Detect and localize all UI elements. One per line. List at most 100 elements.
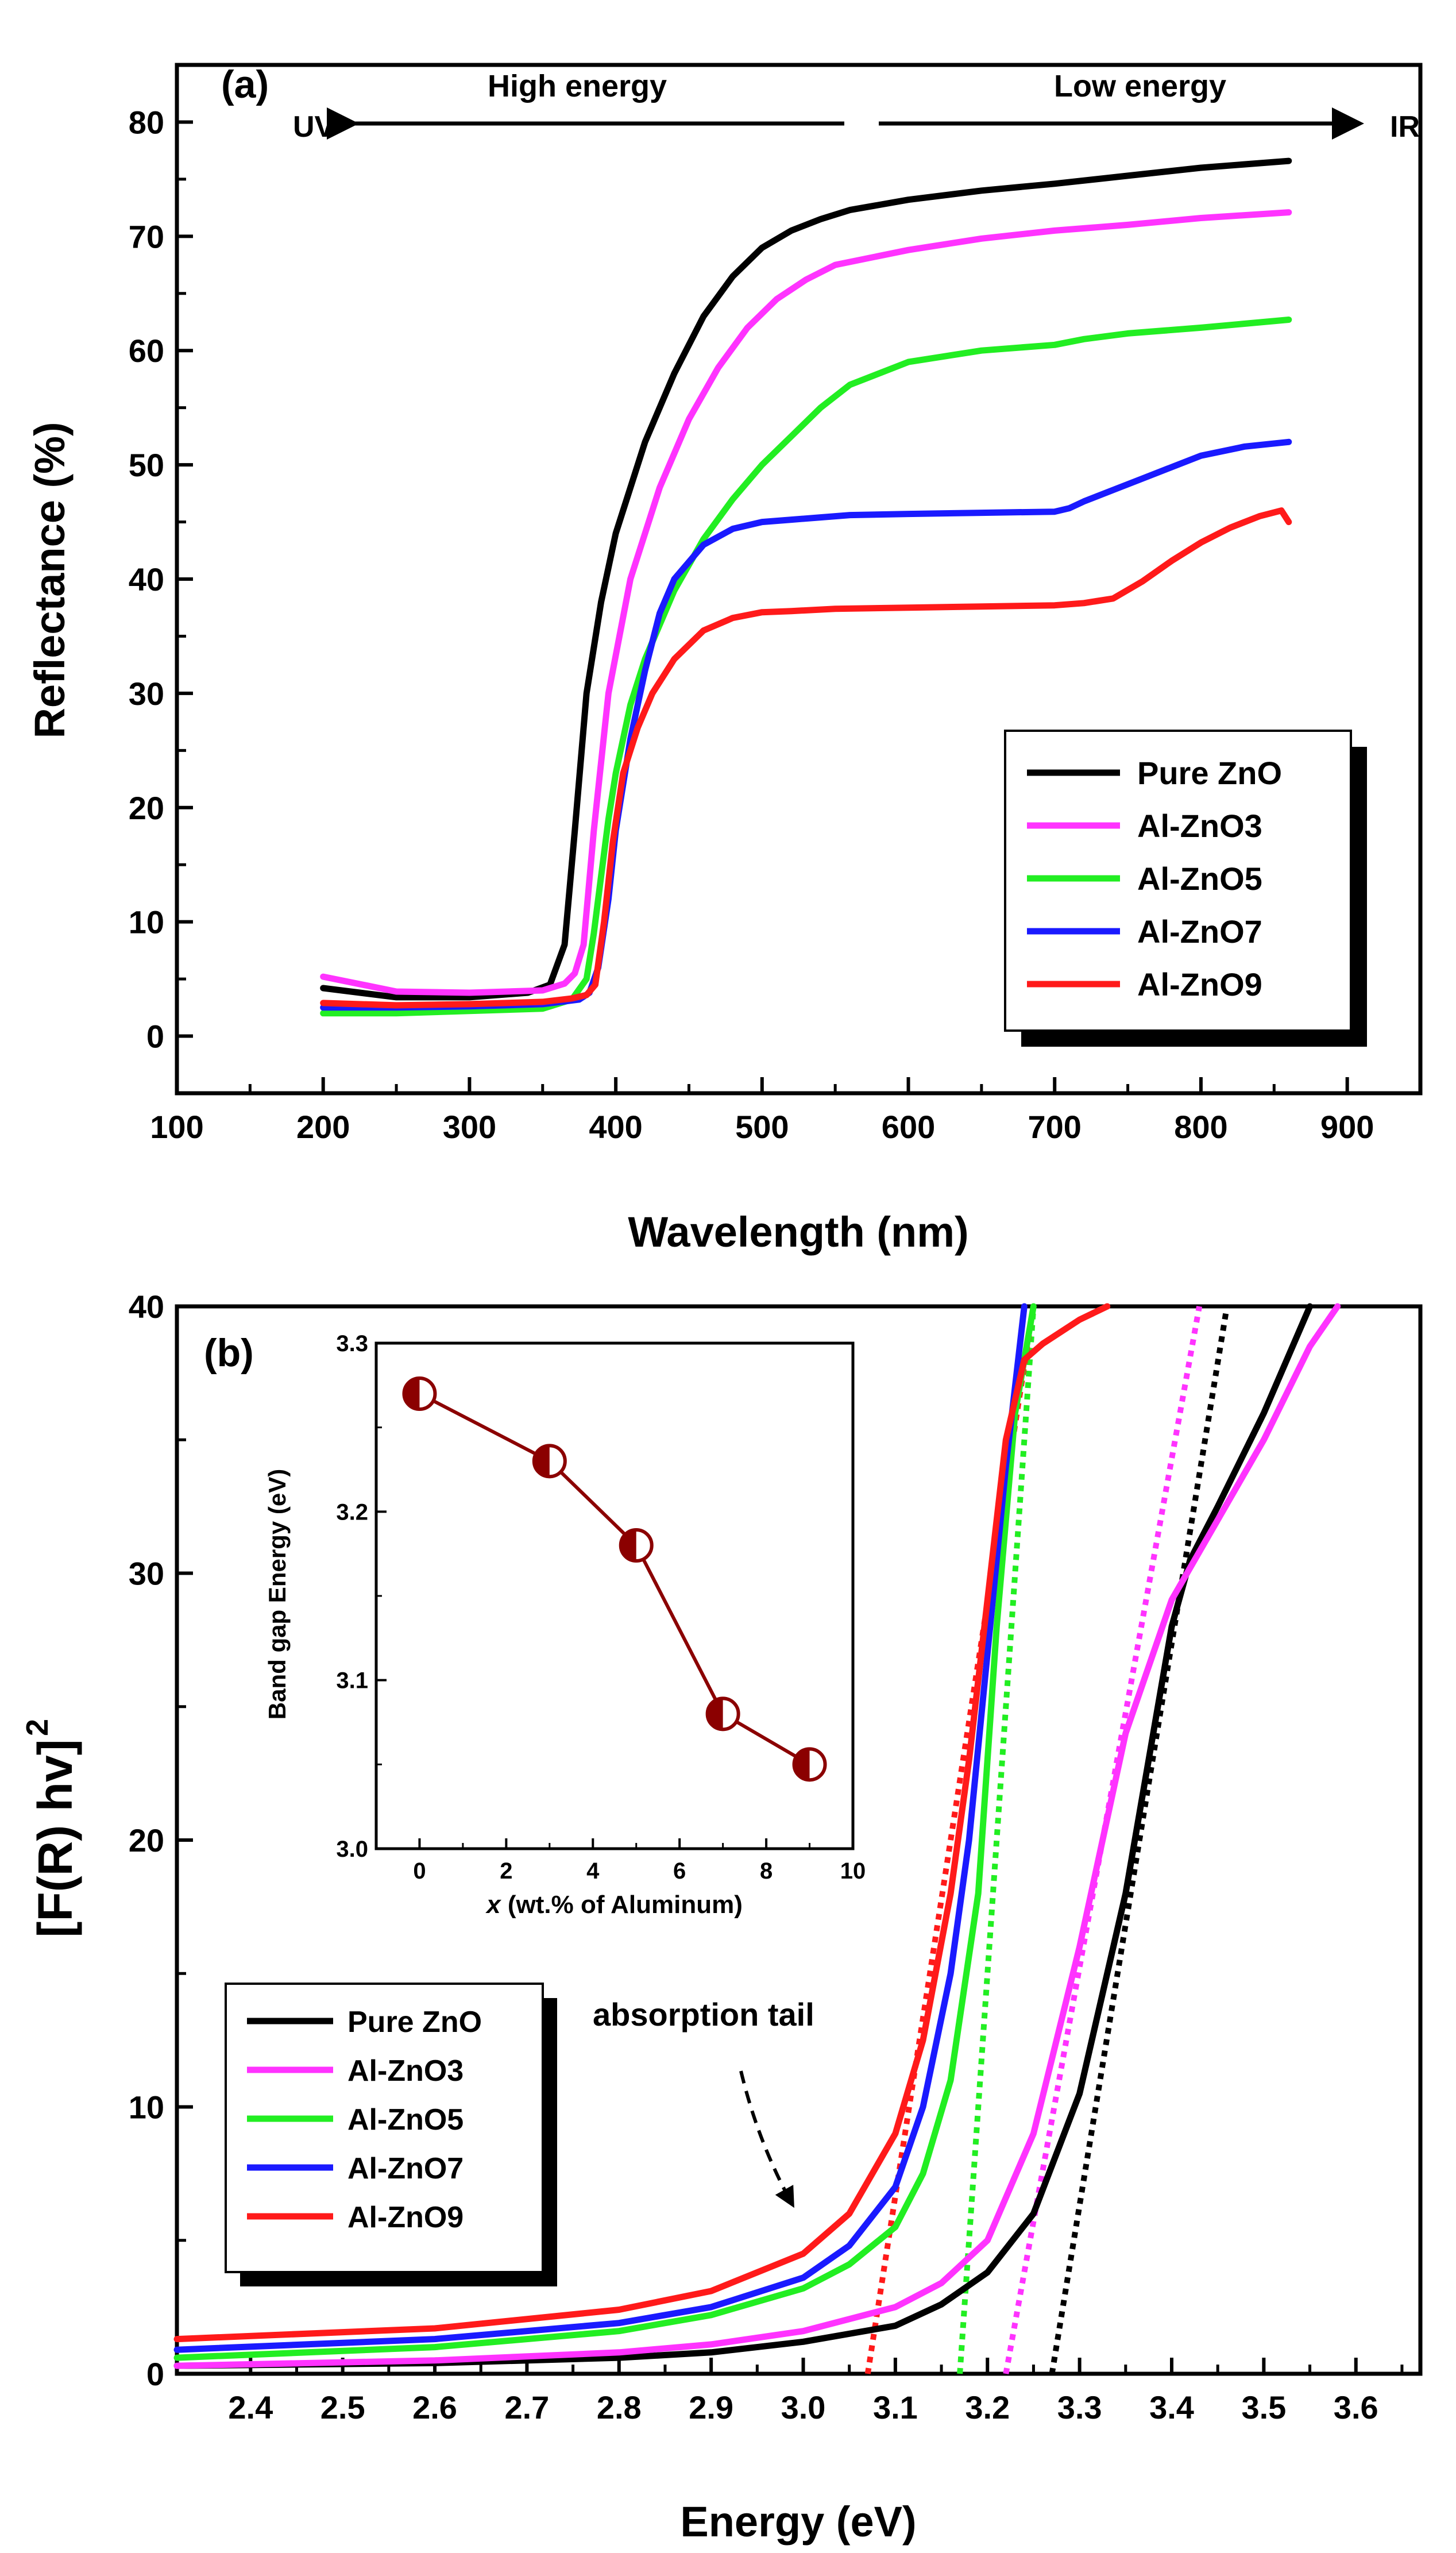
b-ytick-label: 20 xyxy=(129,1822,164,1858)
b-xtick-label: 2.5 xyxy=(320,2389,365,2425)
band-gap-inset: 3.0 3.1 3.2 3.3 0 2 4 6 8 10 Band gap Energy (eV… xyxy=(264,1331,866,1919)
inset-xtick-label: 4 xyxy=(586,1858,600,1884)
legend-label-al-zno5: Al-ZnO5 xyxy=(1137,861,1262,897)
band-gap-point-fill xyxy=(794,1749,810,1780)
inset-xtick-label: 8 xyxy=(760,1858,773,1884)
series-b-al-zno3 xyxy=(173,1303,1341,2369)
band-gap-point xyxy=(532,1444,567,1479)
a-ytick-label: 20 xyxy=(129,790,164,826)
legend-label-al-zno9: Al-ZnO9 xyxy=(1137,966,1262,1002)
tangent-pure-zno-fit xyxy=(1049,1306,1230,2374)
band-gap-point xyxy=(402,1376,437,1411)
b-xtick-label: 3.0 xyxy=(781,2389,826,2425)
a-xtick-label: 800 xyxy=(1174,1109,1227,1145)
panel-b-y-label-superscript: 2 xyxy=(20,1719,55,1736)
legend-label-pure-zno: Pure ZnO xyxy=(1137,755,1282,791)
panel-b-x-label: Energy (eV) xyxy=(680,2498,916,2546)
inset-series xyxy=(402,1376,827,1782)
inset-xtick-label: 2 xyxy=(500,1858,512,1884)
panel-b-legend: Pure ZnO Al-ZnO3 Al-ZnO5 Al-ZnO7 Al-ZnO9 xyxy=(225,1983,557,2286)
legend-b-label-al-zno9: Al-ZnO9 xyxy=(347,2201,464,2234)
band-gap-point-fill xyxy=(404,1378,420,1409)
band-gap-point xyxy=(619,1528,654,1563)
band-gap-point xyxy=(792,1747,827,1782)
b-ytick-label: 40 xyxy=(129,1289,164,1325)
b-xtick-label: 2.4 xyxy=(228,2389,273,2425)
series-al-zno9 xyxy=(320,507,1292,1009)
b-ytick-label: 10 xyxy=(129,2089,164,2126)
absorption-tail-label: absorption tail xyxy=(593,1996,814,2033)
series-al-zno3 xyxy=(320,209,1292,996)
b-xtick-label: 3.2 xyxy=(965,2389,1010,2425)
a-xtick-label: 400 xyxy=(589,1109,642,1145)
a-ytick-label: 0 xyxy=(146,1019,164,1055)
b-xtick-label: 3.5 xyxy=(1241,2389,1286,2425)
panel-a-x-axis: 100 200 300 400 500 600 700 800 900 xyxy=(150,1077,1374,1145)
ir-label: IR xyxy=(1390,110,1420,144)
band-gap-point-fill xyxy=(534,1445,550,1477)
uv-label: UV xyxy=(293,110,335,144)
a-ytick-label: 40 xyxy=(129,561,164,597)
panel-a-label: (a) xyxy=(221,63,269,106)
b-xtick-label: 3.6 xyxy=(1334,2389,1378,2425)
high-energy-label: High energy xyxy=(488,69,667,103)
series-b-al-zno5 xyxy=(173,1303,1037,2361)
a-ytick-label: 10 xyxy=(129,904,164,940)
inset-ytick-label: 3.0 xyxy=(336,1837,368,1862)
legend-label-al-zno3: Al-ZnO3 xyxy=(1137,808,1262,844)
inset-ytick-label: 3.1 xyxy=(336,1668,368,1694)
panel-a-legend: Pure ZnO Al-ZnO3 Al-ZnO5 Al-ZnO7 Al-ZnO9 xyxy=(1004,730,1367,1047)
inset-x-label-rest: (wt.% of Aluminum) xyxy=(501,1891,743,1919)
a-xtick-label: 100 xyxy=(150,1109,203,1145)
panel-a-y-axis: 0 10 20 30 40 50 60 70 80 xyxy=(129,104,193,1055)
a-ytick-label: 30 xyxy=(129,676,164,712)
panel-b-x-axis: 2.4 2.5 2.6 2.7 2.8 2.9 3.0 3.1 3.2 3.3 3.4 3.5 3.6 xyxy=(228,2358,1404,2425)
legend-label-al-zno7: Al-ZnO7 xyxy=(1137,913,1262,950)
panel-b-series xyxy=(173,1303,1341,2374)
inset-x-label: x (wt.% of Aluminum) xyxy=(485,1891,743,1919)
inset-frame xyxy=(374,1341,855,1850)
legend-b-label-al-zno3: Al-ZnO3 xyxy=(347,2054,464,2088)
panel-a-x-label: Wavelength (nm) xyxy=(628,1208,968,1256)
band-gap-point xyxy=(705,1696,740,1731)
inset-xtick-label: 0 xyxy=(413,1858,426,1884)
panel-b-label: (b) xyxy=(204,1331,254,1375)
inset-ytick-label: 3.2 xyxy=(336,1499,368,1525)
inset-y-axis: 3.0 3.1 3.2 3.3 xyxy=(336,1331,387,1862)
a-xtick-label: 500 xyxy=(735,1109,789,1145)
absorption-tail-arrow xyxy=(739,2070,794,2208)
a-ytick-label: 70 xyxy=(129,218,164,254)
legend-b-box xyxy=(225,1983,544,2273)
low-energy-label: Low energy xyxy=(1054,69,1226,103)
panel-a-y-label: Reflectance (%) xyxy=(26,422,74,738)
a-xtick-label: 700 xyxy=(1028,1109,1082,1145)
b-xtick-label: 3.3 xyxy=(1057,2389,1102,2425)
series-b-pure-zno xyxy=(173,1303,1314,2369)
legend-b-label-al-zno5: Al-ZnO5 xyxy=(347,2103,464,2137)
a-xtick-label: 200 xyxy=(296,1109,350,1145)
b-xtick-label: 3.4 xyxy=(1149,2389,1194,2425)
a-ytick-label: 60 xyxy=(129,333,164,369)
legend-b-label-pure-zno: Pure ZnO xyxy=(347,2006,482,2039)
series-b-al-zno9 xyxy=(173,1303,1111,2343)
panel-b-y-axis: 0 10 20 30 40 xyxy=(129,1289,193,2392)
inset-x-label-variable: x xyxy=(485,1891,501,1919)
panel-b-y-label-text: [F(R) hv] xyxy=(28,1739,82,1937)
inset-ytick-label: 3.3 xyxy=(336,1331,368,1356)
a-ytick-label: 50 xyxy=(129,447,164,483)
legend-b-label-al-zno7: Al-ZnO7 xyxy=(347,2152,464,2185)
inset-xtick-label: 6 xyxy=(673,1858,686,1884)
a-ytick-label: 80 xyxy=(129,104,164,140)
band-gap-point-fill xyxy=(707,1698,723,1730)
inset-x-axis: 0 2 4 6 8 10 xyxy=(413,1838,866,1884)
b-xtick-label: 2.7 xyxy=(504,2389,549,2425)
b-ytick-label: 30 xyxy=(129,1556,164,1592)
band-gap-point-fill xyxy=(620,1530,636,1561)
panel-a-series xyxy=(320,157,1292,1017)
panel-a-chart: 0 10 20 30 40 50 60 70 80 100 200 300 400 500 600 700 8… xyxy=(26,63,1423,1256)
b-xtick-label: 2.8 xyxy=(597,2389,642,2425)
inset-xtick-label: 10 xyxy=(840,1858,866,1884)
b-xtick-label: 3.1 xyxy=(873,2389,918,2425)
